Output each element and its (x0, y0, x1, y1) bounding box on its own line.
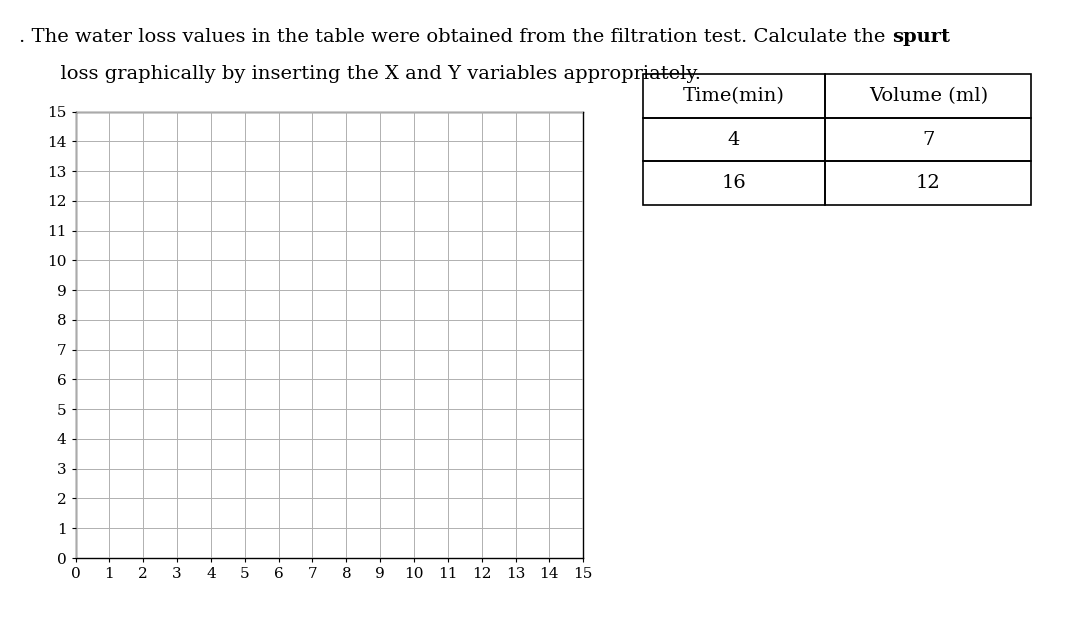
Text: 7: 7 (922, 131, 934, 149)
Text: 16: 16 (721, 174, 746, 192)
Text: Volume (ml): Volume (ml) (868, 87, 988, 105)
Text: loss graphically by inserting the X and Y variables appropriately.: loss graphically by inserting the X and … (48, 65, 701, 83)
Text: 4: 4 (728, 131, 740, 149)
Text: 12: 12 (916, 174, 941, 192)
Text: spurt: spurt (892, 28, 950, 46)
Bar (643, 161, 825, 205)
Bar (825, 118, 1031, 161)
Text: . The water loss values in the table were obtained from the filtration test. Cal: . The water loss values in the table wer… (19, 28, 892, 46)
Bar (825, 161, 1031, 205)
Bar (643, 118, 825, 161)
Text: Time(min): Time(min) (683, 87, 785, 105)
Bar (643, 74, 825, 118)
Bar (825, 74, 1031, 118)
